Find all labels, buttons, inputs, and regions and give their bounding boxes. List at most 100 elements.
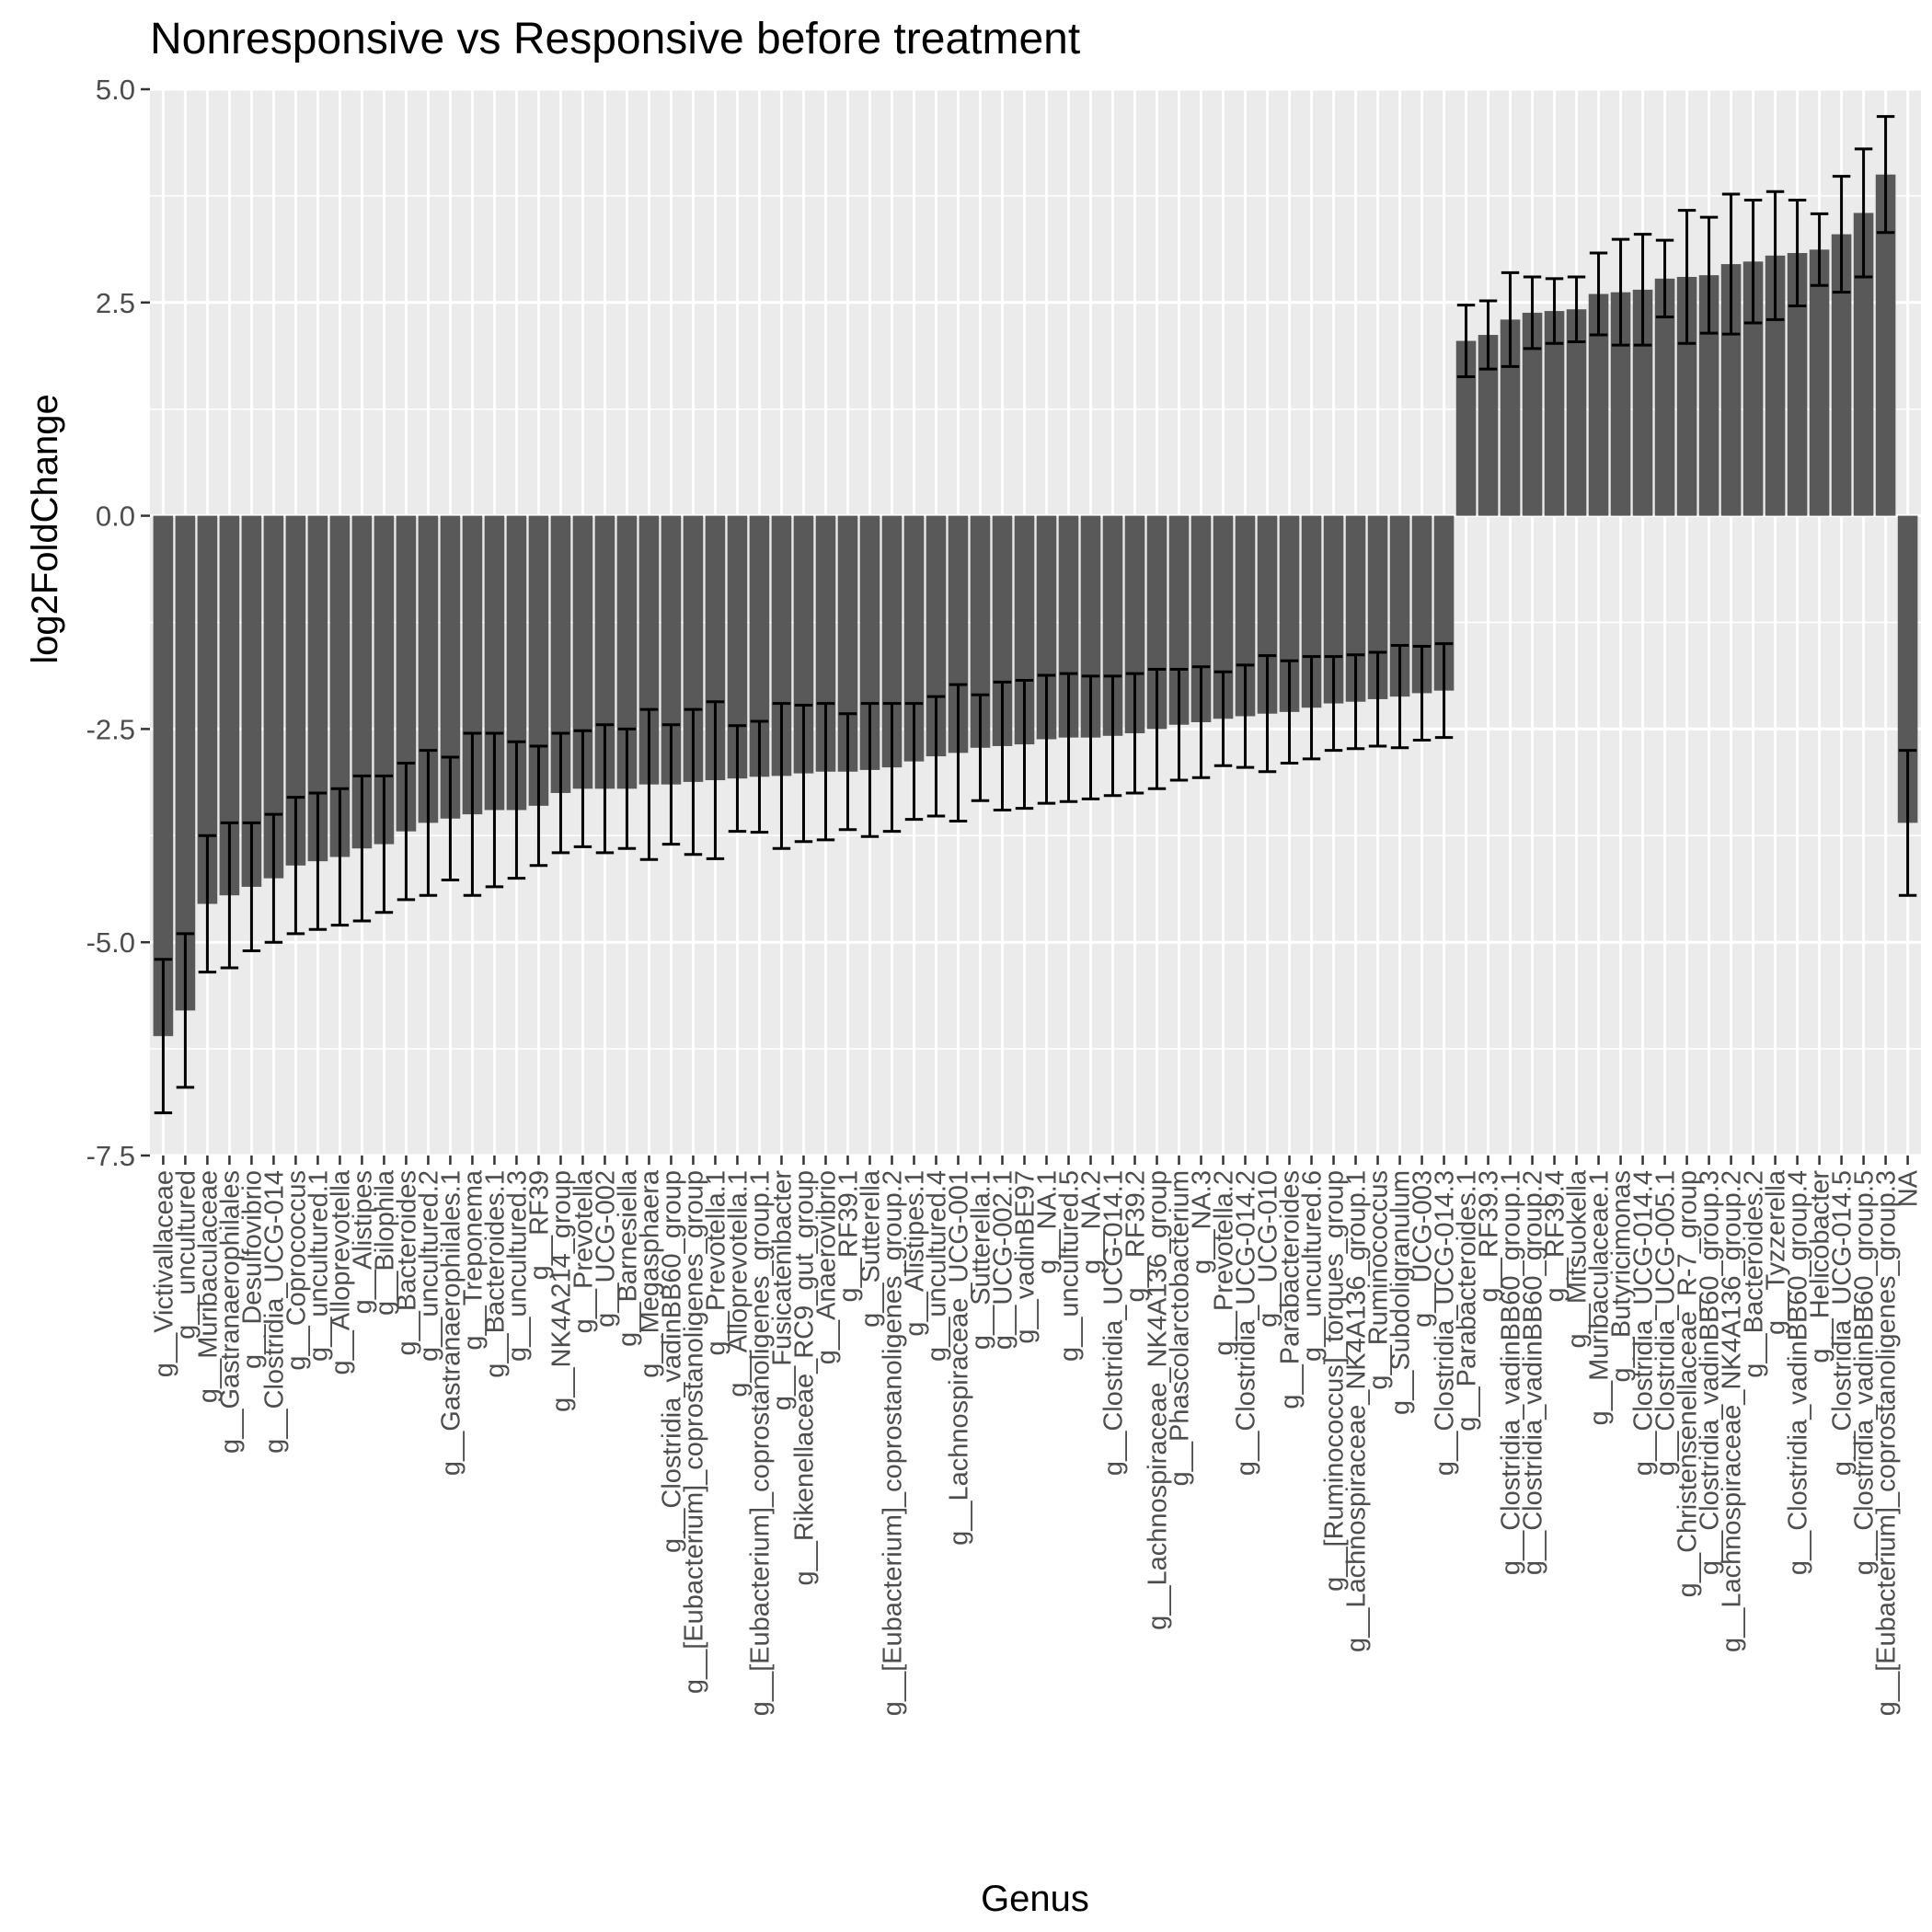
x-tick-label: g__Prevotella.2 bbox=[1210, 1170, 1239, 1356]
x-tick-label: g__Clostridia_UCG-014.1 bbox=[1099, 1170, 1129, 1476]
x-tick-label: g__Fusicatenibacter bbox=[767, 1170, 797, 1410]
bar bbox=[1478, 335, 1499, 516]
bar bbox=[1279, 515, 1300, 712]
error-bar bbox=[551, 731, 570, 855]
bar bbox=[727, 515, 748, 779]
bar bbox=[462, 515, 483, 815]
bar bbox=[638, 515, 660, 785]
error-bars bbox=[154, 115, 1917, 1115]
error-bar bbox=[1191, 665, 1211, 779]
x-tick-label: g__Parabacteroides bbox=[1276, 1170, 1305, 1409]
bar bbox=[1654, 278, 1675, 516]
error-bar bbox=[485, 731, 504, 889]
error-bar bbox=[993, 680, 1012, 811]
error-bar bbox=[507, 740, 526, 880]
x-tick-label: g__NK4A214_group bbox=[546, 1170, 576, 1412]
x-tick-label: g__Helicobacter bbox=[1806, 1170, 1835, 1363]
error-bar bbox=[1103, 674, 1122, 798]
x-tick-label: g__NA.2 bbox=[1077, 1170, 1107, 1274]
bar bbox=[1544, 311, 1565, 516]
x-tick-label: g__Clostridia_vadinBB60_group.1 bbox=[1497, 1170, 1526, 1575]
x-tick-label: g__Bilophila bbox=[370, 1169, 399, 1316]
error-bar bbox=[529, 744, 548, 868]
error-bar bbox=[1611, 237, 1630, 347]
x-tick-label: NA bbox=[1894, 1169, 1924, 1207]
x-tick-label: g__Clostridia_UCG-014 bbox=[259, 1170, 289, 1454]
error-bar bbox=[1854, 147, 1873, 279]
bar bbox=[1610, 292, 1631, 516]
error-bar bbox=[220, 821, 239, 970]
x-tick-label: g__RF39 bbox=[524, 1170, 554, 1280]
bar bbox=[970, 515, 991, 748]
x-tick-label: g__NA.3 bbox=[1188, 1170, 1217, 1274]
x-tick-label: g__Alloprevotella.1 bbox=[723, 1170, 753, 1397]
error-bar bbox=[1633, 233, 1652, 347]
bar bbox=[528, 515, 549, 806]
bar bbox=[1831, 234, 1852, 516]
x-tick-label: g__uncultured.1 bbox=[304, 1170, 333, 1362]
error-bar bbox=[1059, 672, 1078, 803]
x-tick-label: g__Alistipes.1 bbox=[900, 1170, 929, 1337]
error-bar bbox=[330, 787, 350, 927]
y-tick-label: 2.5 bbox=[96, 287, 135, 319]
error-bar bbox=[198, 834, 217, 974]
bar bbox=[594, 515, 615, 789]
bar bbox=[175, 515, 196, 1011]
bar bbox=[1080, 515, 1101, 738]
x-tick-label: g__Phascolarctobacterium bbox=[1166, 1170, 1195, 1486]
x-tick-label: g__Clostridia_UCG-014.3 bbox=[1431, 1170, 1460, 1476]
bar bbox=[1809, 249, 1830, 516]
x-tick-label: g__Clostridia_vadinBB60_group.4 bbox=[1784, 1170, 1813, 1575]
error-bar bbox=[1037, 673, 1056, 805]
error-bar bbox=[419, 749, 438, 897]
error-bar bbox=[706, 700, 725, 860]
x-tick-label: g__Clostridia_UCG-014.2 bbox=[1232, 1170, 1261, 1476]
bar bbox=[1787, 253, 1808, 516]
error-bar bbox=[176, 932, 195, 1089]
x-tick-label: g__Clostridia_UCG-005.1 bbox=[1651, 1170, 1681, 1476]
x-tick-label: g__Prevotella bbox=[569, 1169, 598, 1333]
x-tick-label: g__vadinBE97 bbox=[1010, 1170, 1040, 1344]
bar bbox=[484, 515, 505, 811]
error-bar bbox=[1545, 277, 1564, 345]
error-bar bbox=[1456, 304, 1476, 378]
x-tick-label: g__Mitsuokella bbox=[1563, 1169, 1593, 1348]
bar bbox=[771, 515, 792, 776]
error-bar bbox=[1258, 654, 1277, 774]
x-tick-label: g__uncultured.4 bbox=[922, 1170, 951, 1362]
bar bbox=[683, 515, 704, 782]
error-bar bbox=[1081, 674, 1100, 800]
bar bbox=[1698, 275, 1719, 516]
error-bar bbox=[1677, 209, 1696, 345]
x-tick-label: g__Subdoligranulum bbox=[1386, 1170, 1416, 1415]
bar bbox=[307, 515, 328, 862]
error-bar bbox=[308, 791, 328, 931]
error-bar bbox=[1015, 679, 1034, 811]
y-axis-title: log2FoldChange bbox=[25, 394, 65, 664]
bar bbox=[241, 515, 262, 887]
x-tick-label: g__Sutterella bbox=[856, 1169, 885, 1328]
x-tick-label: g__Ruminococcus bbox=[1364, 1170, 1394, 1390]
bar bbox=[1146, 515, 1167, 730]
bar bbox=[749, 515, 770, 777]
error-bar bbox=[860, 702, 880, 838]
error-bar bbox=[1501, 270, 1520, 368]
error-bar bbox=[661, 723, 681, 846]
bar bbox=[837, 515, 858, 772]
bar bbox=[440, 515, 461, 819]
x-tick-label: g__uncultured.2 bbox=[414, 1170, 443, 1362]
x-tick-label: g__Gastranaerophilales bbox=[215, 1170, 245, 1454]
bar bbox=[1124, 515, 1145, 734]
y-tick-label: -2.5 bbox=[86, 713, 135, 745]
error-bar bbox=[794, 703, 813, 844]
error-bar bbox=[1788, 199, 1807, 308]
x-tick-label: g__Clostridia_vadinBB60_group bbox=[657, 1170, 686, 1553]
error-bar bbox=[1567, 275, 1586, 343]
x-tick-label: g__Gastranaerophilales.1 bbox=[436, 1170, 466, 1476]
bar bbox=[418, 515, 439, 823]
bar bbox=[661, 515, 682, 785]
error-bar bbox=[1589, 251, 1608, 337]
error-bar bbox=[1810, 212, 1829, 287]
bar bbox=[1036, 515, 1057, 740]
error-bar bbox=[1280, 659, 1299, 765]
